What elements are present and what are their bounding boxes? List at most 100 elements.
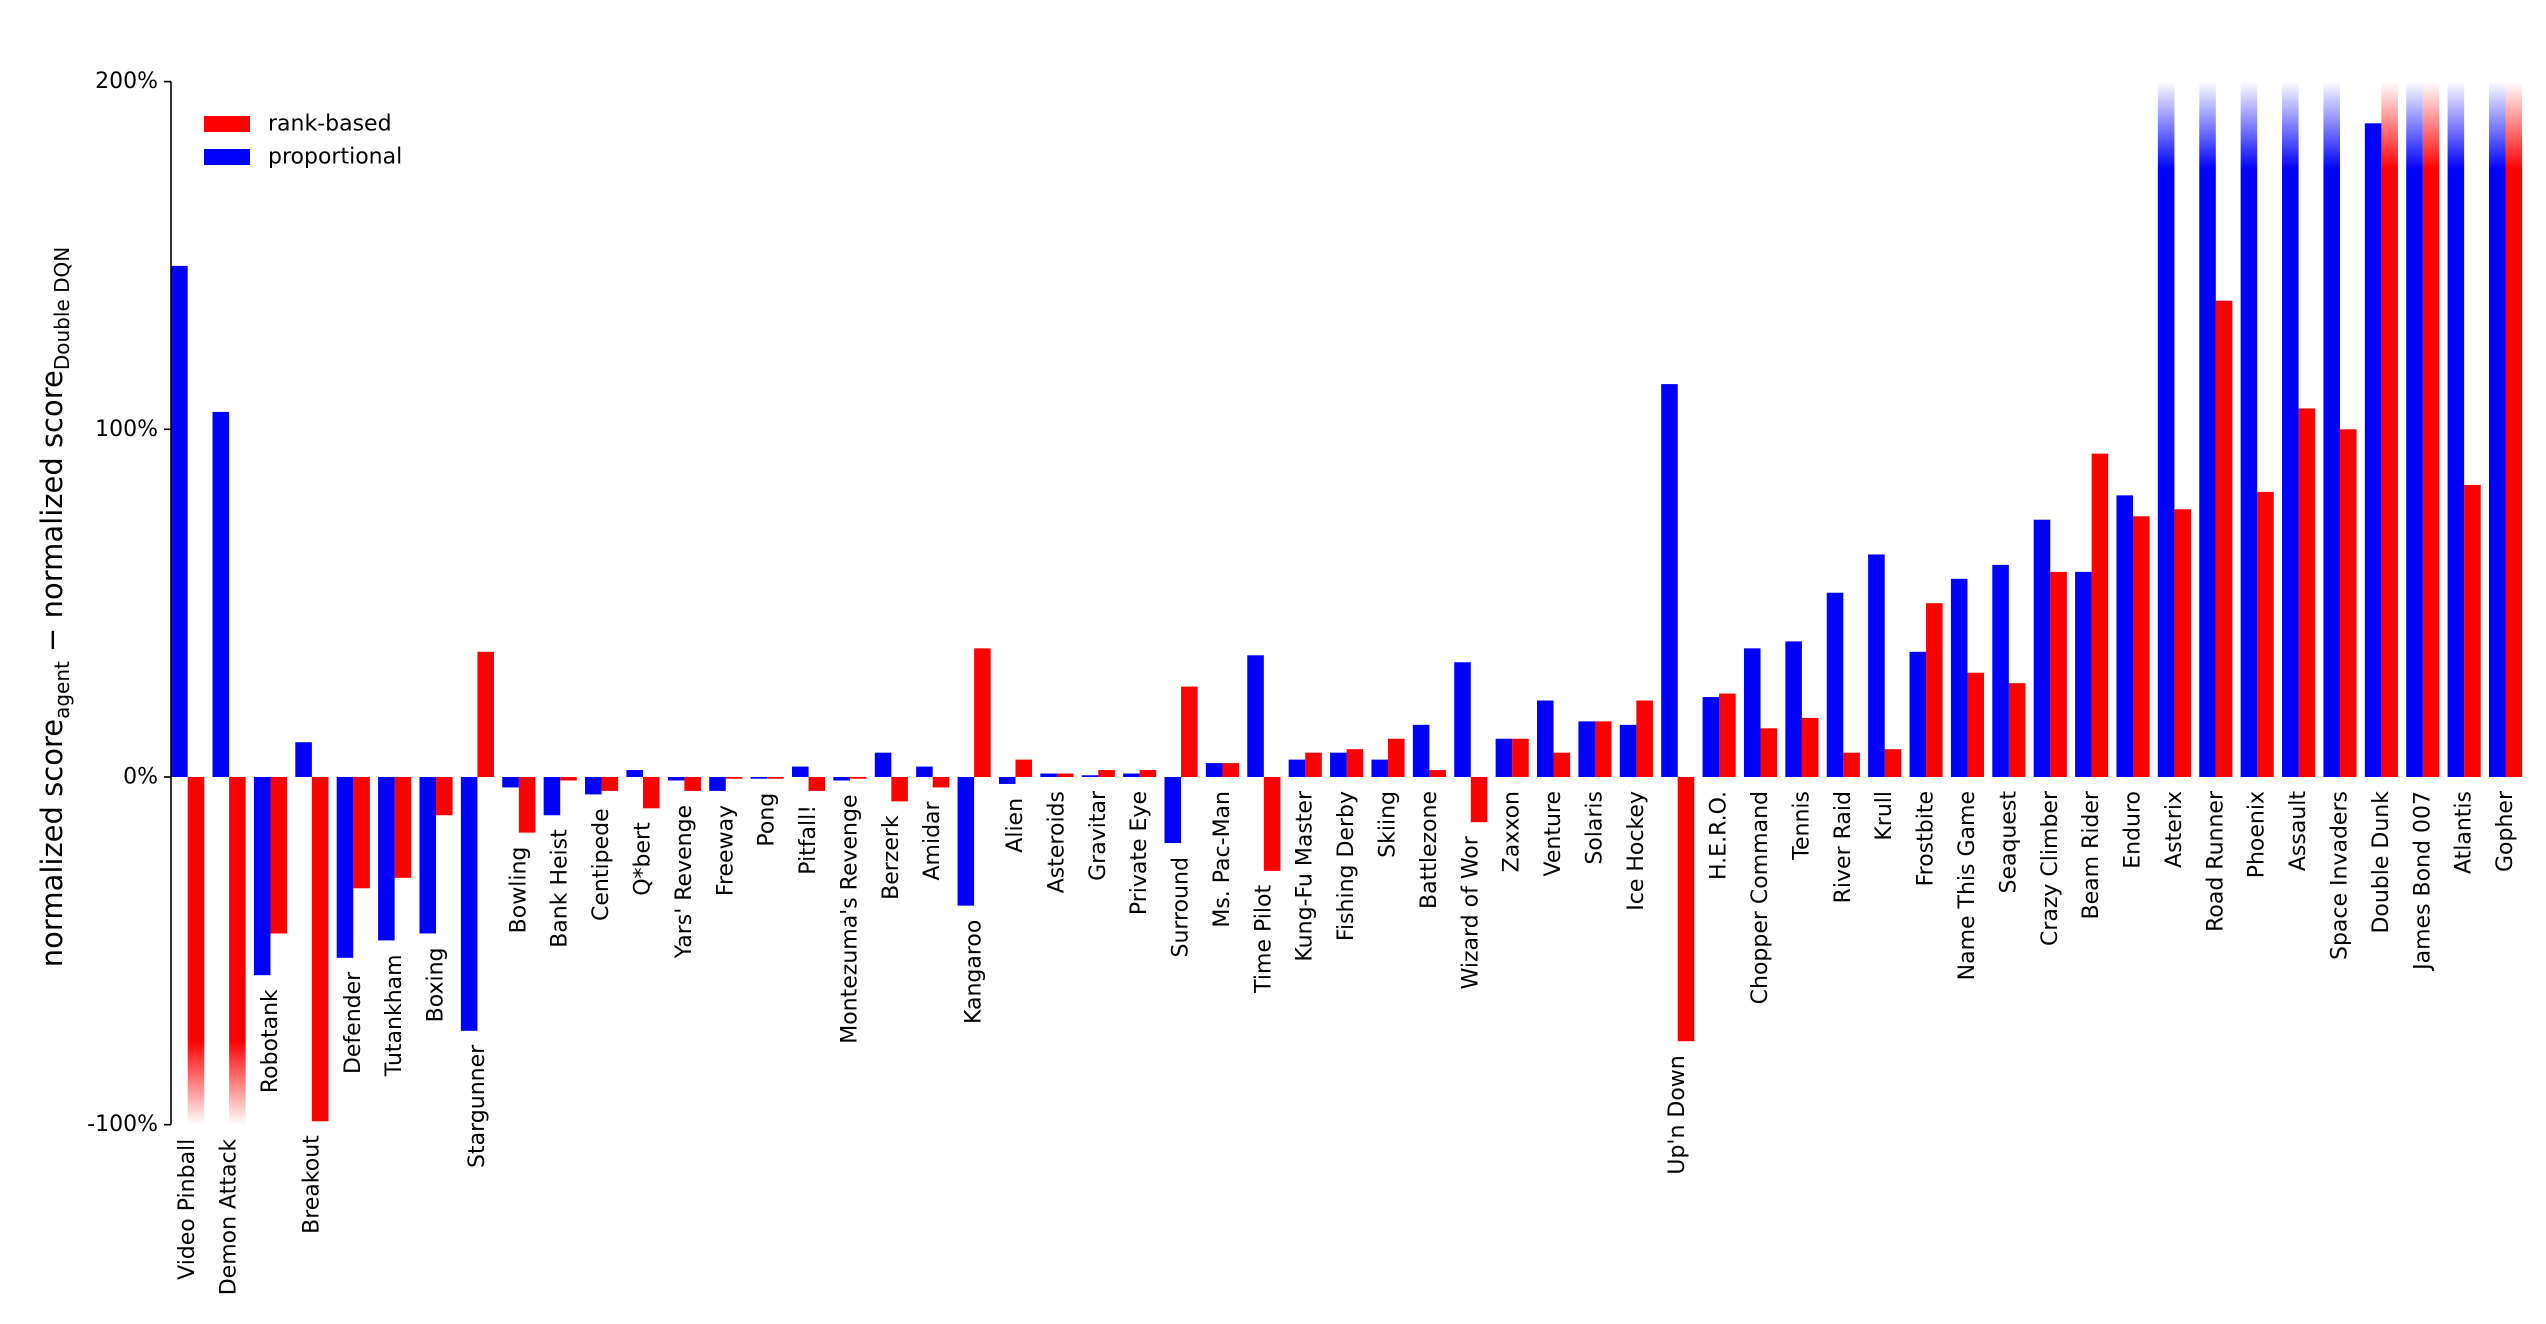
bar-rank-based-pong (767, 777, 784, 779)
bar-proportional-skiing (1371, 759, 1389, 777)
bar-rank-based-james-bond-007 (2422, 81, 2440, 778)
bar-proportional-james-bond-007 (2406, 81, 2423, 778)
bar-rank-based-frostbite (1926, 603, 1943, 777)
bar-rank-based-h-e-r-o (1719, 693, 1736, 777)
x-tick-label-assault: Assault (2286, 791, 2311, 872)
bar-rank-based-bank-heist (560, 777, 577, 781)
x-tick-label-gravitar: Gravitar (1086, 790, 1111, 881)
bar-proportional-amidar (916, 766, 933, 777)
y-tick-label-0: 200% (95, 69, 158, 94)
x-tick-label-space-invaders: Space Invaders (2327, 791, 2352, 960)
bar-rank-based-tutankham (394, 777, 412, 878)
bar-proportional-fishing-derby (1330, 752, 1347, 777)
bar-rank-based-gopher (2505, 81, 2523, 778)
bar-proportional-river-raid (1826, 592, 1844, 777)
x-tick-label-ms-pac-man: Ms. Pac-Man (1210, 791, 1235, 928)
bar-rank-based-asteroids (1056, 773, 1074, 777)
x-tick-label-wizard-of-wor: Wizard of Wor (1458, 835, 1483, 989)
x-tick-label-bowling: Bowling (506, 847, 531, 934)
bar-rank-based-montezuma-s-revenge (849, 777, 867, 779)
bar-rank-based-river-raid (1843, 752, 1860, 777)
bar-proportional-h-e-r-o (1702, 697, 1720, 777)
x-tick-label-road-runner: Road Runner (2203, 790, 2228, 932)
x-tick-label-alien: Alien (1003, 798, 1028, 853)
bar-proportional-asteroids (1040, 773, 1057, 777)
bar-rank-based-zaxxon (1512, 738, 1529, 777)
x-tick-label-tennis: Tennis (1789, 791, 1814, 861)
x-tick-label-krull: Krull (1872, 791, 1897, 841)
x-tick-label-ice-hockey: Ice Hockey (1624, 791, 1649, 911)
bar-proportional-ice-hockey (1619, 724, 1637, 777)
x-tick-label-venture: Venture (1541, 791, 1566, 877)
bar-proportional-q-bert (626, 770, 643, 777)
x-tick-label-frostbite: Frostbite (1914, 791, 1939, 886)
bar-proportional-montezuma-s-revenge (833, 777, 850, 781)
x-tick-label-name-this-game: Name This Game (1955, 791, 1980, 980)
bar-rank-based-video-pinball (187, 777, 205, 1125)
bar-rank-based-solaris (1594, 721, 1612, 777)
bar-proportional-solaris (1578, 721, 1595, 777)
bar-proportional-frostbite (1909, 651, 1927, 777)
bar-proportional-gravitar (1081, 775, 1099, 777)
bar-proportional-pong (750, 777, 768, 779)
bar-proportional-double-dunk (2364, 123, 2382, 777)
y-axis-label-subscript-baseline: Double DQN (50, 247, 74, 370)
bar-rank-based-stargunner (477, 651, 494, 777)
bar-proportional-road-runner (2199, 81, 2216, 778)
x-tick-label-asterix: Asterix (2162, 791, 2187, 868)
x-tick-label-james-bond-007: James Bond 007 (2410, 791, 2435, 972)
bar-rank-based-boxing (436, 777, 453, 816)
bar-rank-based-enduro (2133, 516, 2150, 777)
x-tick-label-phoenix: Phoenix (2245, 791, 2270, 878)
bar-proportional-seaquest (1992, 564, 2009, 777)
x-tick-label-robotank: Robotank (258, 989, 283, 1093)
bar-proportional-up-n-down (1661, 384, 1678, 777)
bar-proportional-phoenix (2240, 81, 2258, 778)
bar-rank-based-ice-hockey (1636, 700, 1653, 777)
bar-proportional-beam-rider (2075, 571, 2092, 777)
x-tick-label-double-dunk: Double Dunk (2369, 791, 2394, 934)
bar-proportional-video-pinball (171, 265, 188, 777)
y-axis-label-part-2: − normalized score (35, 370, 69, 661)
bar-rank-based-up-n-down (1677, 777, 1695, 1042)
x-tick-label-skiing: Skiing (1376, 791, 1401, 858)
y-axis-label: normalized scoreagent − normalized score… (35, 247, 74, 967)
bar-rank-based-atlantis (2464, 484, 2481, 777)
x-tick-label-fishing-derby: Fishing Derby (1334, 791, 1359, 941)
bar-rank-based-space-invaders (2339, 429, 2357, 777)
bar-proportional-bowling (502, 777, 519, 788)
bar-rank-based-road-runner (2215, 300, 2233, 777)
bar-proportional-boxing (419, 777, 437, 934)
bar-proportional-tutankham (378, 777, 395, 941)
bar-rank-based-seaquest (2008, 683, 2026, 777)
bar-rank-based-time-pilot (1263, 777, 1281, 871)
bar-proportional-space-invaders (2323, 81, 2340, 778)
x-tick-label-boxing: Boxing (424, 947, 449, 1022)
bar-proportional-asterix (2157, 81, 2175, 778)
bar-rank-based-krull (1884, 749, 1902, 777)
bar-proportional-name-this-game (1950, 578, 1968, 777)
y-tick-label-1: 100% (95, 417, 158, 442)
x-tick-label-crazy-climber: Crazy Climber (2038, 790, 2063, 946)
y-ticks: 200% 100% 0% -100% (87, 69, 171, 1137)
legend-swatch-rank-based (204, 116, 250, 132)
bar-rank-based-bowling (518, 777, 536, 833)
x-tick-label-h-e-r-o: H.E.R.O. (1707, 791, 1732, 880)
y-axis-label-subscript-agent: agent (50, 661, 74, 719)
x-tick-label-kangaroo: Kangaroo (962, 920, 987, 1024)
bar-proportional-breakout (295, 742, 312, 777)
bar-rank-based-kung-fu-master (1305, 752, 1322, 777)
bar-proportional-private-eye (1123, 773, 1140, 777)
x-tick-label-gopher: Gopher (2493, 790, 2518, 872)
x-tick-label-video-pinball: Video Pinball (175, 1139, 200, 1280)
x-tick-label-tutankham: Tutankham (382, 954, 407, 1077)
legend-label-rank-based: rank-based (268, 112, 392, 137)
bar-proportional-krull (1868, 554, 1885, 777)
bar-rank-based-freeway (725, 777, 743, 779)
bar-rank-based-demon-attack (229, 777, 246, 1125)
bar-rank-based-battlezone (1429, 770, 1446, 777)
x-tick-label-battlezone: Battlezone (1417, 791, 1442, 909)
bar-rank-based-q-bert (642, 777, 660, 809)
x-tick-label-demon-attack: Demon Attack (217, 1138, 242, 1295)
